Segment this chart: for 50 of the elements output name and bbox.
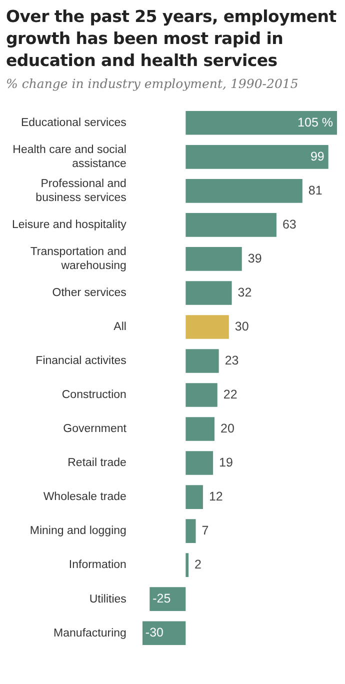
y-tick-label: Government	[63, 423, 128, 436]
data-label: 81	[308, 183, 322, 198]
data-label: 39	[248, 251, 262, 266]
y-tick-label: Educational services	[20, 117, 127, 130]
data-label: -30	[145, 626, 164, 640]
bar	[186, 179, 302, 203]
y-tick-label: Manufacturing	[54, 627, 126, 640]
data-label: 12	[208, 489, 223, 504]
bar	[186, 315, 229, 339]
y-tick-label: Utilities	[89, 593, 127, 606]
bar	[186, 247, 242, 271]
y-tick-label: Health care and social assistance	[12, 144, 126, 170]
bar	[150, 587, 186, 611]
bar	[186, 281, 232, 305]
data-label: 2	[194, 558, 202, 572]
data-label: -25	[152, 592, 171, 606]
data-label: 23	[224, 353, 239, 368]
data-label: 7	[202, 524, 209, 538]
y-tick-label: Information	[68, 559, 126, 572]
data-label: 30	[234, 319, 249, 334]
data-label: 20	[220, 421, 234, 436]
y-tick-label: Other services	[52, 287, 127, 300]
y-tick-label: Professional and business services	[36, 178, 127, 204]
y-tick-label: Mining and logging	[30, 525, 126, 538]
data-label: 22	[223, 387, 238, 402]
bar	[186, 451, 214, 475]
y-tick-label: Construction	[62, 389, 126, 402]
y-tick-label: Transportation and warehousing	[30, 246, 126, 272]
bar	[186, 349, 219, 373]
bar	[142, 621, 186, 645]
bar	[186, 383, 218, 407]
data-label: 99	[310, 149, 324, 164]
data-label: 105 %	[298, 115, 333, 130]
bar	[186, 213, 276, 237]
chart-subtitle: % change in industry employment, 1990-2015	[6, 76, 300, 91]
chart-title: Over the past 25 years, employment growth has been most rapid in education and health services	[6, 6, 338, 72]
data-label: 19	[219, 455, 234, 470]
y-tick-label: Leisure and hospitality	[12, 219, 127, 232]
y-tick-label: Retail trade	[68, 457, 126, 470]
bar	[186, 485, 203, 509]
bar	[186, 417, 214, 441]
bar	[186, 111, 337, 135]
data-label: 63	[282, 217, 296, 232]
bar	[186, 145, 328, 169]
bar	[186, 519, 196, 543]
y-tick-label: Wholesale trade	[43, 491, 126, 504]
bar	[186, 553, 189, 577]
y-tick-label: Financial activites	[36, 355, 127, 368]
data-label: 32	[238, 285, 252, 300]
y-tick-label: All	[114, 321, 126, 334]
